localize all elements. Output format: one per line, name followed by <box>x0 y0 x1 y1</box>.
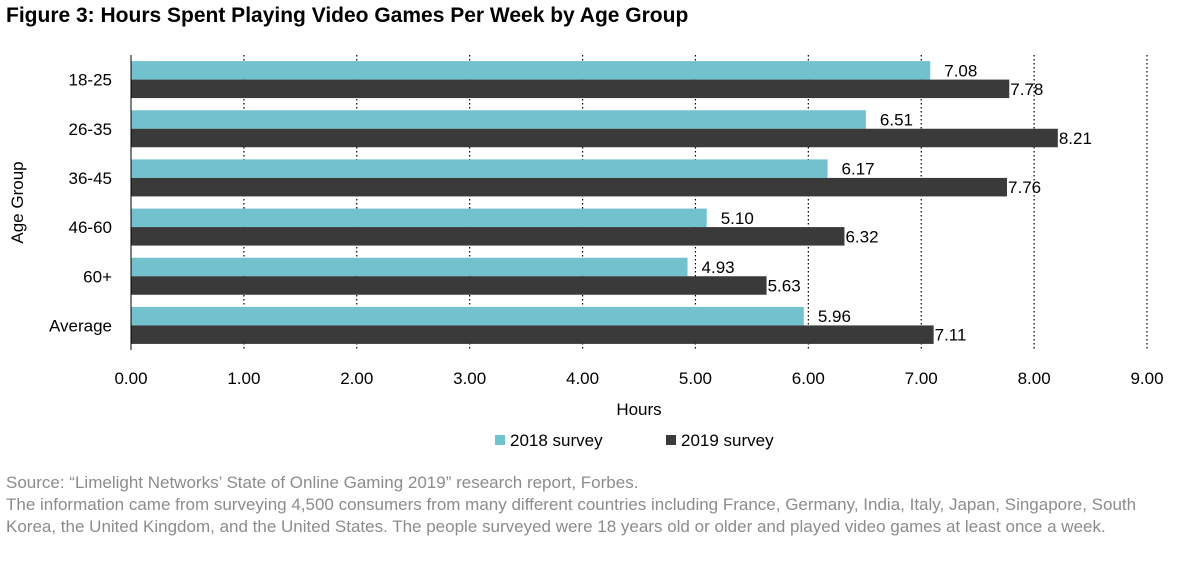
bar-2019 <box>131 177 1008 197</box>
x-tick-label: 1.00 <box>227 369 260 388</box>
chart-title: Figure 3: Hours Spent Playing Video Game… <box>6 4 689 27</box>
x-tick-label: 9.00 <box>1130 369 1163 388</box>
data-label: 5.96 <box>818 307 851 326</box>
y-axis-categories: 18-25 26-35 36-45 46-60 60+ Average <box>49 71 112 336</box>
data-label: 6.32 <box>845 227 878 246</box>
bars <box>131 61 1058 344</box>
survey-note: The information came from surveying 4,50… <box>6 495 1137 536</box>
data-label: 4.93 <box>702 258 735 277</box>
bar-2019 <box>131 227 845 246</box>
bar-2018 <box>131 61 931 80</box>
y-axis-title: Age Group <box>8 161 27 243</box>
data-label: 6.17 <box>842 160 875 179</box>
legend: 2018 survey 2019 survey <box>495 431 774 450</box>
x-tick-label: 8.00 <box>1018 369 1051 388</box>
source-notes: Source: “Limelight Networks’ State of On… <box>6 472 1176 538</box>
x-tick-label: 5.00 <box>679 369 712 388</box>
x-tick-label: 6.00 <box>792 369 825 388</box>
y-category-label: 36-45 <box>69 169 112 188</box>
data-label: 7.78 <box>1010 80 1043 99</box>
data-label: 7.08 <box>944 61 977 80</box>
y-category-label: 18-25 <box>69 71 112 90</box>
data-label: 8.21 <box>1059 129 1092 148</box>
x-axis-title: Hours <box>616 400 661 419</box>
source-line: Source: “Limelight Networks’ State of On… <box>6 473 639 492</box>
bar-2019 <box>131 128 1058 148</box>
data-labels: 7.08 7.78 6.51 8.21 6.17 7.76 5.10 6.32 4.93 5.63… <box>702 61 1092 344</box>
y-category-label: 60+ <box>83 267 112 286</box>
data-label: 5.63 <box>768 277 801 296</box>
data-label: 7.76 <box>1008 178 1041 197</box>
x-tick-label: 7.00 <box>905 369 938 388</box>
legend-swatch-2019 <box>666 435 676 445</box>
legend-swatch-2018 <box>495 435 505 445</box>
x-tick-label: 2.00 <box>340 369 373 388</box>
bar-chart: 7.08 7.78 6.51 8.21 6.17 7.76 5.10 6.32 4.93 5.63… <box>8 55 1164 450</box>
x-tick-label: 0.00 <box>114 369 147 388</box>
bar-2019 <box>131 325 934 344</box>
bar-2019 <box>131 276 767 295</box>
data-label: 5.10 <box>721 209 754 228</box>
data-label: 6.51 <box>880 111 913 130</box>
gridlines <box>243 55 1148 350</box>
y-category-label: 26-35 <box>69 120 112 139</box>
bar-2018 <box>131 208 707 228</box>
bar-2018 <box>131 306 804 326</box>
bar-2018 <box>131 110 866 129</box>
x-axis-ticks: 0.00 1.00 2.00 3.00 4.00 5.00 6.00 7.00 8.00 9.00 <box>114 369 1163 388</box>
bar-2019 <box>131 79 1010 99</box>
legend-label-2019: 2019 survey <box>681 431 774 450</box>
data-label: 7.11 <box>935 326 967 345</box>
y-category-label: 46-60 <box>69 218 112 237</box>
bar-2018 <box>131 257 688 277</box>
x-tick-label: 3.00 <box>453 369 486 388</box>
legend-label-2018: 2018 survey <box>510 431 603 450</box>
y-category-label: Average <box>49 316 112 335</box>
bar-2018 <box>131 159 828 178</box>
x-tick-label: 4.00 <box>566 369 599 388</box>
